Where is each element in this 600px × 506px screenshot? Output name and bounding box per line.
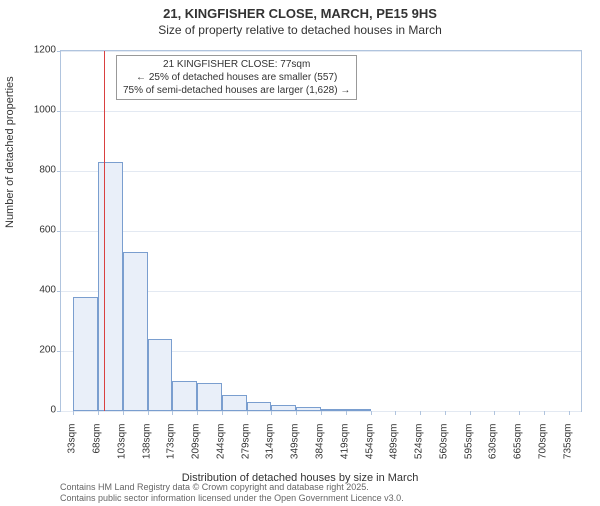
histogram-bar bbox=[197, 383, 222, 412]
callout-box: 21 KINGFISHER CLOSE: 77sqm ← 25% of deta… bbox=[116, 55, 357, 100]
x-tick-mark bbox=[494, 411, 495, 415]
histogram-bar bbox=[346, 409, 371, 411]
x-tick-label: 103sqm bbox=[116, 424, 127, 472]
x-tick-mark bbox=[73, 411, 74, 415]
x-tick-label: 665sqm bbox=[513, 424, 524, 472]
histogram-bar bbox=[123, 252, 148, 411]
x-tick-mark bbox=[519, 411, 520, 415]
x-tick-mark bbox=[148, 411, 149, 415]
y-tick-mark bbox=[57, 411, 61, 412]
x-tick-mark bbox=[247, 411, 248, 415]
histogram-bar bbox=[222, 395, 247, 412]
histogram-bar bbox=[148, 339, 173, 411]
x-tick-label: 209sqm bbox=[191, 424, 202, 472]
histogram-bar bbox=[321, 409, 346, 411]
x-tick-mark bbox=[296, 411, 297, 415]
x-tick-mark bbox=[395, 411, 396, 415]
y-tick-mark bbox=[57, 51, 61, 52]
callout-line1: 21 KINGFISHER CLOSE: 77sqm bbox=[123, 58, 350, 71]
x-tick-mark bbox=[271, 411, 272, 415]
histogram-bar bbox=[172, 381, 197, 411]
x-tick-mark bbox=[569, 411, 570, 415]
gridline bbox=[61, 171, 581, 172]
x-tick-mark bbox=[420, 411, 421, 415]
subject-marker-line bbox=[104, 51, 105, 411]
histogram-bar bbox=[271, 405, 296, 411]
x-tick-mark bbox=[321, 411, 322, 415]
x-tick-label: 560sqm bbox=[438, 424, 449, 472]
footer-line1: Contains HM Land Registry data © Crown c… bbox=[60, 482, 404, 493]
x-tick-mark bbox=[470, 411, 471, 415]
x-tick-mark bbox=[544, 411, 545, 415]
histogram-bar bbox=[296, 407, 321, 411]
x-tick-mark bbox=[346, 411, 347, 415]
x-tick-label: 524sqm bbox=[414, 424, 425, 472]
gridline bbox=[61, 51, 581, 52]
x-tick-mark bbox=[371, 411, 372, 415]
x-tick-label: 595sqm bbox=[463, 424, 474, 472]
x-tick-label: 244sqm bbox=[215, 424, 226, 472]
y-tick-label: 400 bbox=[16, 285, 56, 296]
y-tick-mark bbox=[57, 231, 61, 232]
x-tick-mark bbox=[172, 411, 173, 415]
x-tick-label: 173sqm bbox=[166, 424, 177, 472]
gridline bbox=[61, 231, 581, 232]
plot-area: 21 KINGFISHER CLOSE: 77sqm ← 25% of deta… bbox=[60, 50, 582, 412]
footer: Contains HM Land Registry data © Crown c… bbox=[60, 482, 404, 504]
x-tick-label: 349sqm bbox=[290, 424, 301, 472]
x-tick-label: 68sqm bbox=[92, 424, 103, 472]
gridline bbox=[61, 111, 581, 112]
y-tick-label: 0 bbox=[16, 405, 56, 416]
x-tick-label: 700sqm bbox=[537, 424, 548, 472]
x-tick-label: 384sqm bbox=[315, 424, 326, 472]
chart-title-line1: 21, KINGFISHER CLOSE, MARCH, PE15 9HS bbox=[0, 6, 600, 23]
x-tick-label: 454sqm bbox=[364, 424, 375, 472]
x-tick-mark bbox=[98, 411, 99, 415]
y-tick-label: 1000 bbox=[16, 105, 56, 116]
y-tick-label: 600 bbox=[16, 225, 56, 236]
y-tick-mark bbox=[57, 291, 61, 292]
footer-line2: Contains public sector information licen… bbox=[60, 493, 404, 504]
histogram-bar bbox=[247, 402, 272, 411]
x-tick-label: 735sqm bbox=[562, 424, 573, 472]
x-tick-label: 279sqm bbox=[240, 424, 251, 472]
y-axis-label: Number of detached properties bbox=[4, 76, 16, 228]
y-tick-mark bbox=[57, 111, 61, 112]
x-tick-mark bbox=[123, 411, 124, 415]
x-tick-label: 33sqm bbox=[67, 424, 78, 472]
x-tick-mark bbox=[197, 411, 198, 415]
x-tick-label: 138sqm bbox=[141, 424, 152, 472]
callout-line2: ← 25% of detached houses are smaller (55… bbox=[123, 71, 350, 84]
y-tick-mark bbox=[57, 171, 61, 172]
x-tick-label: 489sqm bbox=[389, 424, 400, 472]
x-tick-mark bbox=[445, 411, 446, 415]
y-tick-label: 800 bbox=[16, 165, 56, 176]
x-tick-mark bbox=[222, 411, 223, 415]
x-tick-label: 630sqm bbox=[488, 424, 499, 472]
y-tick-label: 200 bbox=[16, 345, 56, 356]
x-tick-label: 314sqm bbox=[265, 424, 276, 472]
x-tick-label: 419sqm bbox=[339, 424, 350, 472]
y-tick-label: 1200 bbox=[16, 45, 56, 56]
y-tick-mark bbox=[57, 351, 61, 352]
histogram-bar bbox=[98, 162, 123, 411]
callout-line3: 75% of semi-detached houses are larger (… bbox=[123, 84, 350, 97]
histogram-bar bbox=[73, 297, 98, 411]
chart-title-line2: Size of property relative to detached ho… bbox=[0, 23, 600, 37]
